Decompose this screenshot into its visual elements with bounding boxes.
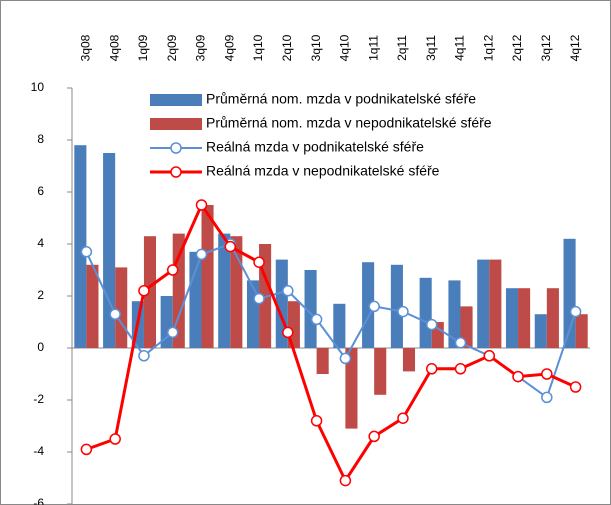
marker	[569, 305, 582, 318]
x-tick-label: 3q12	[539, 34, 553, 61]
marker	[109, 433, 121, 445]
marker	[253, 292, 265, 305]
marker	[425, 318, 438, 331]
bar	[534, 314, 547, 348]
marker	[138, 350, 150, 362]
x-tick-label: 2q09	[165, 34, 179, 61]
bar	[86, 264, 99, 348]
y-tick-label: -4	[33, 444, 44, 458]
x-tick-label: 3q09	[194, 34, 208, 61]
bar	[460, 306, 473, 348]
bar	[115, 267, 128, 348]
bar	[362, 262, 375, 348]
y-tick-label: -6	[33, 496, 44, 505]
bar	[143, 236, 157, 348]
marker	[541, 368, 553, 380]
x-tick-label: 1q10	[251, 34, 265, 61]
x-tick-label: 2q10	[280, 34, 294, 61]
bar	[74, 145, 87, 348]
marker	[454, 337, 467, 349]
x-tick-label: 4q10	[338, 34, 352, 61]
x-tick-label: 4q11	[453, 35, 467, 61]
marker	[195, 248, 208, 261]
x-tick-label: 4q08	[107, 34, 121, 61]
marker	[224, 240, 237, 253]
bar	[575, 314, 588, 348]
bar	[201, 205, 214, 348]
bar	[189, 251, 202, 348]
bar	[448, 280, 461, 348]
bar	[518, 288, 531, 348]
marker	[80, 246, 93, 258]
bar	[230, 236, 243, 348]
x-tick-label: 1q09	[136, 34, 150, 61]
legend-swatch	[150, 118, 202, 130]
legend-label: Reálná mzda v podnikatelské sféře	[206, 139, 424, 155]
bar	[333, 303, 346, 348]
x-tick-label: 3q10	[309, 34, 323, 61]
marker	[512, 370, 524, 383]
marker	[339, 352, 352, 365]
marker	[166, 264, 179, 276]
legend-label: Reálná mzda v nepodnikatelské sféře	[206, 163, 440, 179]
marker	[310, 415, 323, 427]
marker	[368, 430, 380, 443]
marker	[109, 308, 121, 320]
bar	[505, 288, 519, 348]
y-tick-label: -2	[33, 392, 44, 406]
bar	[419, 277, 432, 348]
bar	[218, 233, 231, 348]
y-tick-label: 0	[37, 340, 44, 354]
marker	[541, 391, 553, 404]
x-tick-label: 4q12	[568, 34, 582, 61]
x-tick-label: 2q11	[395, 35, 409, 61]
marker	[282, 326, 294, 339]
bar	[489, 259, 502, 348]
bar	[402, 348, 416, 372]
legend-label: Průměrná nom. mzda v podnikatelské sféře	[206, 91, 476, 107]
marker	[253, 256, 265, 268]
y-tick-label: 4	[37, 236, 44, 250]
legend-swatch	[150, 94, 202, 106]
marker	[397, 412, 409, 424]
marker	[454, 363, 467, 375]
bar	[316, 348, 329, 374]
marker	[483, 350, 496, 362]
marker	[368, 300, 380, 313]
bar	[546, 288, 559, 348]
y-tick-label: 6	[37, 184, 44, 198]
bar	[374, 348, 387, 395]
x-tick-label: 1q11	[366, 35, 380, 61]
marker	[138, 285, 150, 297]
legend-marker	[170, 166, 182, 178]
marker	[569, 381, 582, 393]
bar	[390, 264, 403, 348]
marker	[80, 443, 93, 456]
marker	[195, 199, 208, 211]
y-tick-label: 10	[31, 80, 45, 94]
x-tick-label: 3q11	[424, 35, 438, 61]
bar	[345, 348, 358, 429]
marker	[397, 305, 409, 318]
bar	[246, 280, 260, 348]
y-tick-label: 2	[37, 288, 44, 302]
x-tick-label: 1q12	[481, 34, 495, 61]
x-tick-label: 2q12	[510, 34, 524, 61]
marker	[282, 285, 294, 297]
line	[85, 201, 577, 484]
bar	[304, 270, 317, 348]
marker	[425, 363, 438, 375]
legend-marker	[170, 142, 182, 154]
bar	[477, 259, 490, 348]
marker	[310, 313, 323, 326]
x-tick-label: 4q09	[222, 34, 236, 61]
legend-label: Průměrná nom. mzda v nepodnikatelské sfé…	[206, 115, 492, 131]
marker	[166, 326, 179, 339]
y-tick-label: 8	[37, 132, 44, 146]
marker	[339, 474, 352, 487]
x-tick-label: 3q08	[79, 34, 93, 61]
bar	[103, 153, 116, 348]
